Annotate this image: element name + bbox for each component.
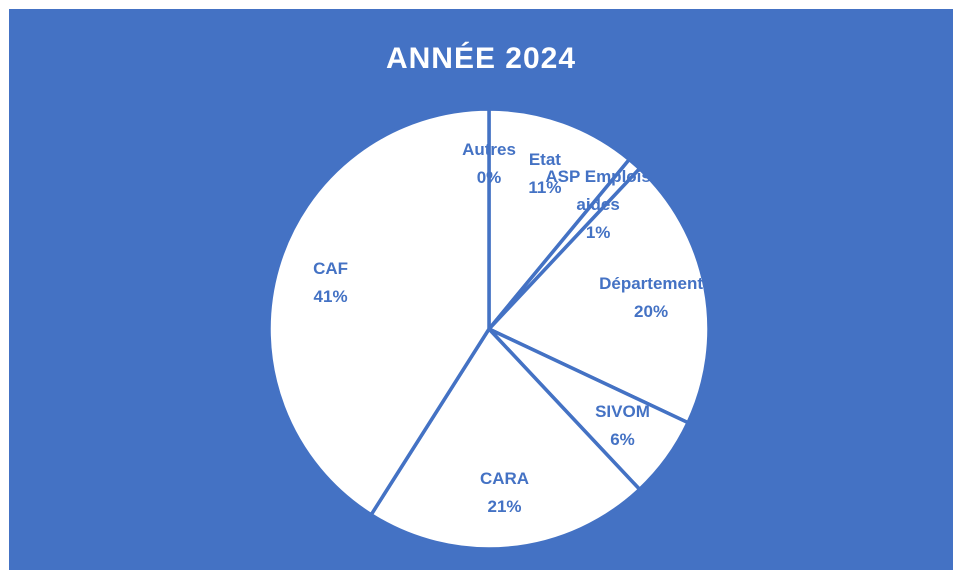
data-label: CARA 21% <box>440 465 570 521</box>
slice-value: 11% <box>528 177 562 197</box>
pie-slice <box>267 107 491 517</box>
slice-name: Département <box>599 274 704 294</box>
data-label: Etat 11% <box>480 146 610 202</box>
slice-name: SIVOM <box>595 401 650 421</box>
slice-name: CAF <box>313 258 349 278</box>
data-label: Autres 0% <box>424 136 554 192</box>
slice-value: 6% <box>610 429 635 449</box>
chart-title: ANNÉE 2024 <box>385 42 577 75</box>
slice-name: ASP Emplois aides <box>545 167 651 215</box>
slice-value: 21% <box>487 497 522 517</box>
data-label: ASP Emplois aides 1% <box>533 163 663 247</box>
slice-value: 20% <box>634 302 669 322</box>
pie-slice <box>369 327 642 551</box>
slice-value: 41% <box>313 286 348 306</box>
pie-slice <box>487 107 631 331</box>
slice-name: Autres <box>462 140 516 159</box>
slice-value: 0% <box>476 168 502 187</box>
data-label: Département 20% <box>586 270 716 326</box>
data-label: CAF 41% <box>266 255 396 311</box>
slice-name: CARA <box>479 469 530 489</box>
slice-name: Etat <box>528 149 561 169</box>
data-label: SIVOM 6% <box>557 398 687 454</box>
pie-slice <box>487 166 711 425</box>
slice-value: 1% <box>585 223 611 243</box>
